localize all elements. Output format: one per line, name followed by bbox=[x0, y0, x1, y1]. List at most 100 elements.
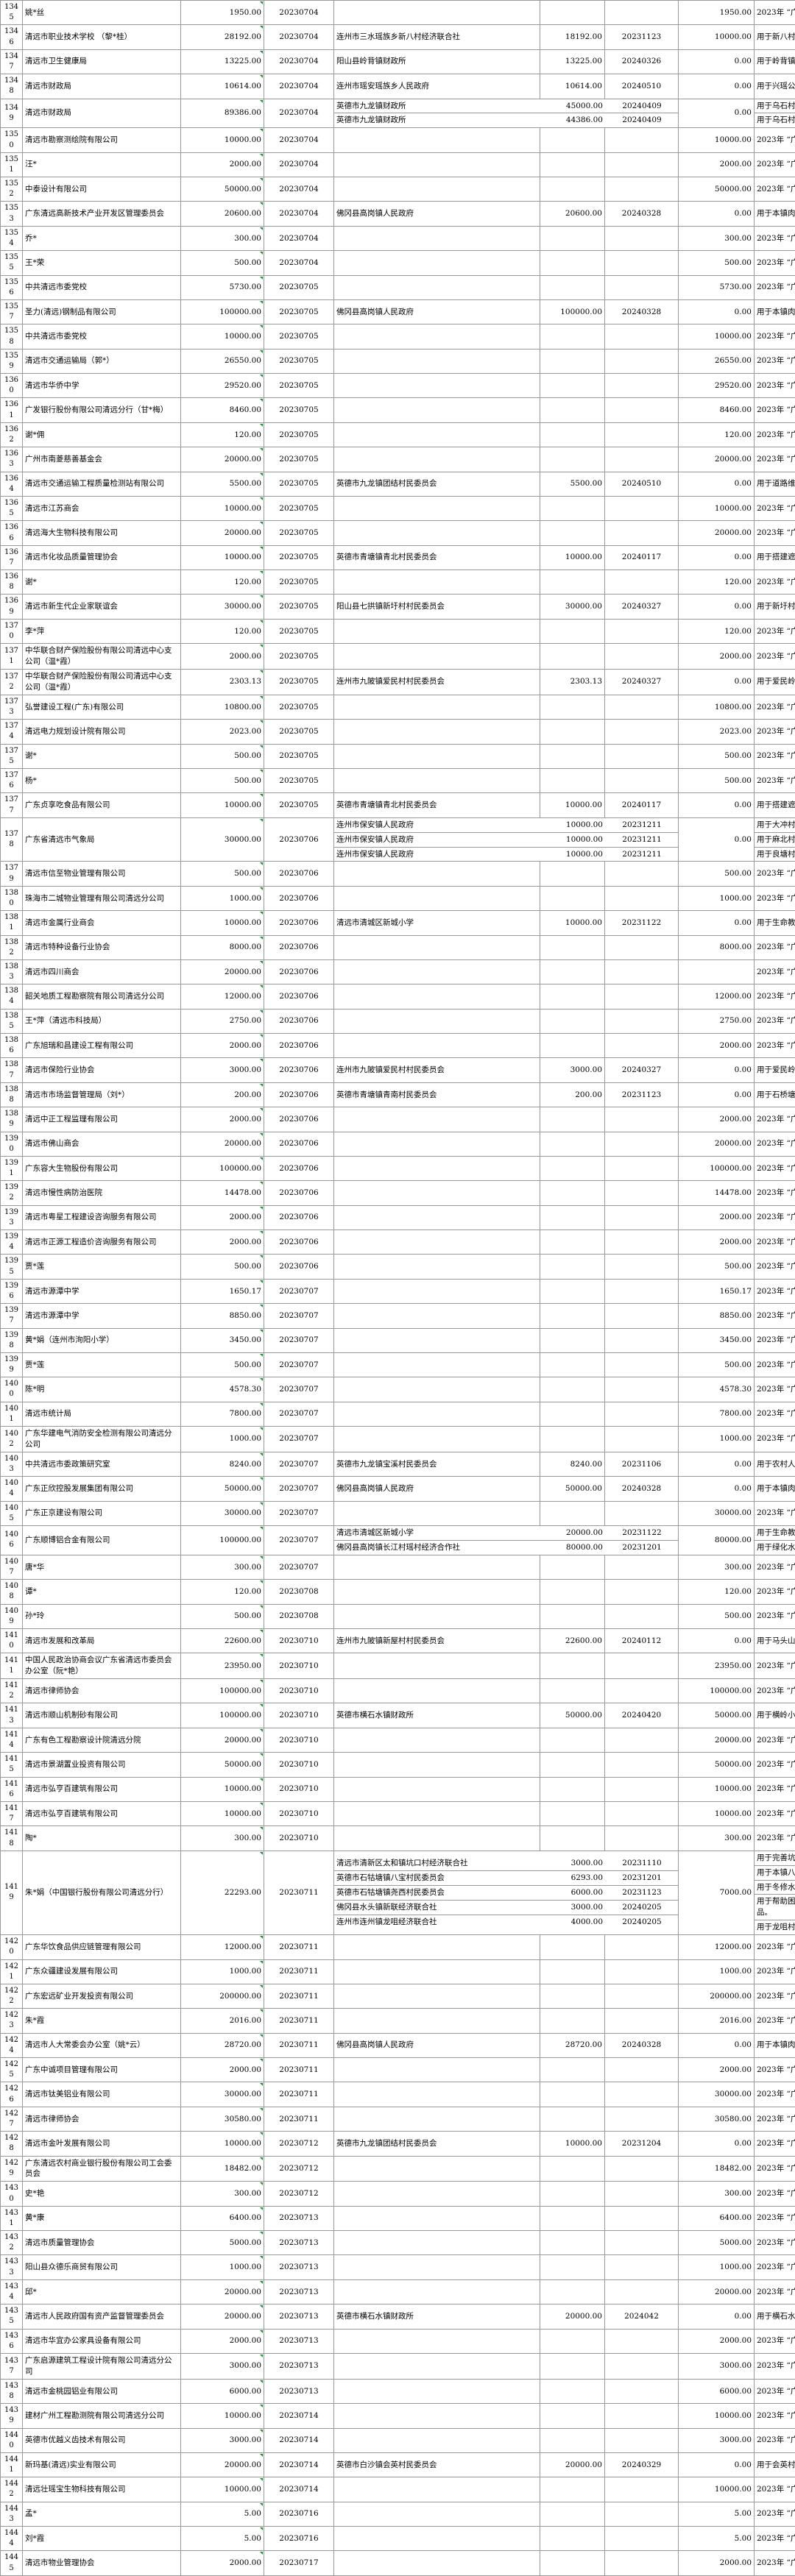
table-row[interactable]: 1406广东顺博铝合金有限公司100000.0020230707清远市清城区新城… bbox=[1, 1525, 795, 1555]
table-row[interactable]: 1382清远市特种设备行业协会8000.00202307068000.00202… bbox=[1, 935, 795, 959]
table-row[interactable]: 1388清远市市场监督管理局（刘*）200.0020230706英德市青塘镇青南… bbox=[1, 1082, 795, 1107]
table-row[interactable]: 1440英德市优越义齿技术有限公司3000.00202307143000.002… bbox=[1, 2428, 795, 2452]
table-row[interactable]: 1396清远市源潭中学1650.17202307071650.172023年 “… bbox=[1, 1279, 795, 1303]
table-row[interactable]: 1377广东贞享吃食品有限公司10000.0020230705英德市青塘镇青北村… bbox=[1, 793, 795, 817]
table-row[interactable]: 1386广东旭瑞和昌建设工程有限公司2000.00202307062000.00… bbox=[1, 1034, 795, 1058]
table-row[interactable]: 1443孟*5.00202307165.002023年 “广东扶贫济困日” 捐款 bbox=[1, 2502, 795, 2526]
table-row[interactable]: 1393清远市粤星工程建设咨询服务有限公司2000.00202307062000… bbox=[1, 1205, 795, 1230]
table-row[interactable]: 1435清远市人民政府国有资产监督管理委员会20000.0020230713英德… bbox=[1, 2304, 795, 2329]
table-row[interactable]: 1392清远市慢性病防治医院14478.002023070614478.0020… bbox=[1, 1181, 795, 1205]
table-row[interactable]: 1395贾*莲500.0020230706500.002023年 “广东扶贫济困… bbox=[1, 1255, 795, 1279]
table-row[interactable]: 1370李*萍120.0020230705120.002023年 “广东扶贫济困… bbox=[1, 619, 795, 643]
table-row[interactable]: 1383清远市四川商会20000.00202307062023年 “广东扶贫济困… bbox=[1, 959, 795, 984]
table-row[interactable]: 1415清远市景湖置业投资有限公司50000.002023071050000.0… bbox=[1, 1753, 795, 1777]
allocation-row[interactable]: 清远市清城区新城小学20000.0020231122 bbox=[334, 1526, 679, 1540]
table-row[interactable]: 1345姚*丝1950.00202307041950.002023年 “广东扶贫… bbox=[1, 1, 795, 25]
table-row[interactable]: 1401清远市统计局7800.00202307077800.002023年 “广… bbox=[1, 1402, 795, 1426]
table-row[interactable]: 1362谢*佣120.0020230705120.002023年 “广东扶贫济困… bbox=[1, 422, 795, 447]
table-row[interactable]: 1424清远市人大常委会办公室（姚*云）28720.0020230711佛冈县高… bbox=[1, 2033, 795, 2057]
table-row[interactable]: 1419朱*娟（中国银行股份有限公司清远分行）22293.0020230711清… bbox=[1, 1851, 795, 1934]
table-row[interactable]: 1444刘*霞5.00202307165.002023年 “广东扶贫济困日” 捐… bbox=[1, 2527, 795, 2551]
table-row[interactable]: 1348清远市财政局10614.0020230704连州市瑶安瑶族乡人民政府10… bbox=[1, 74, 795, 99]
table-row[interactable]: 1378广东省清远市气象局30000.0020230706连州市保安镇人民政府1… bbox=[1, 817, 795, 862]
allocation-row[interactable]: 佛冈县高岗镇长江村瑶村经济合作社80000.0020231201 bbox=[334, 1540, 679, 1554]
table-row[interactable]: 1380珠海市二城物业管理有限公司清远分公司1000.0020230706100… bbox=[1, 886, 795, 910]
table-row[interactable]: 1391广东容大生物股份有限公司100000.0020230706100000.… bbox=[1, 1156, 795, 1180]
table-row[interactable]: 1437广东启源建筑工程设计院有限公司清远分公司3000.00202307133… bbox=[1, 2353, 795, 2379]
allocation-row[interactable]: 英德市九龙镇财政所45000.0020240409 bbox=[334, 99, 679, 113]
table-row[interactable]: 1442清远壮瑶宝生物科技有限公司10000.002023071410000.0… bbox=[1, 2477, 795, 2502]
table-row[interactable]: 1390清远市佛山商会20000.002023070620000.002023年… bbox=[1, 1132, 795, 1156]
table-row[interactable]: 1387清远市保险行业协会3000.0020230706连州市九陂镇爱民村村民委… bbox=[1, 1058, 795, 1082]
table-row[interactable]: 1421广东众疆建设发展有限公司1000.00202307111000.0020… bbox=[1, 1959, 795, 1984]
table-row[interactable]: 1420广东华饮食品供应链管理有限公司12000.002023071112000… bbox=[1, 1935, 795, 1959]
table-row[interactable]: 1346清远市职业技术学校 （黎*桂）28192.0020230704连州市三水… bbox=[1, 25, 795, 49]
table-row[interactable]: 1410清远市发展和改革局22600.0020230710连州市九陂镇新屋村村民… bbox=[1, 1628, 795, 1653]
table-row[interactable]: 1379清远市信至物业管理有限公司500.0020230706500.00202… bbox=[1, 862, 795, 886]
table-row[interactable]: 1367清远市化妆品质量管理协会10000.0020230705英德市青塘镇青北… bbox=[1, 545, 795, 570]
table-row[interactable]: 1428清远市金叶发展有限公司10000.0020230712英德市九龙镇团结村… bbox=[1, 2132, 795, 2156]
table-row[interactable]: 1350清远市勘察测绘院有限公司10000.002023070410000.00… bbox=[1, 128, 795, 152]
allocation-row[interactable]: 英德市石牯塘镇八宝村民委员会6293.0020231201 bbox=[334, 1871, 679, 1886]
table-row[interactable]: 1356中共清远市委党校5730.00202307055730.002023年 … bbox=[1, 275, 795, 299]
allocation-row[interactable]: 清远市清新区太和镇坑口村经济联合社3000.0020231110 bbox=[334, 1856, 679, 1870]
table-row[interactable]: 1374清远电力规划设计院有限公司2023.00202307052023.002… bbox=[1, 720, 795, 744]
table-row[interactable]: 1365清远市江苏商会10000.002023070510000.002023年… bbox=[1, 496, 795, 520]
table-row[interactable]: 1385王*萍（清远市科技局）2750.00202307062750.00202… bbox=[1, 1009, 795, 1033]
table-row[interactable]: 1351汪*2000.00202307042000.002023年 “广东扶贫济… bbox=[1, 152, 795, 177]
table-row[interactable]: 1369清远市新生代企业家联谊会30000.0020230705阳山县七拱镇新圩… bbox=[1, 595, 795, 619]
table-row[interactable]: 1349清远市财政局89386.0020230704英德市九龙镇财政所45000… bbox=[1, 99, 795, 128]
table-row[interactable]: 1404广东正欣控股发展集团有限公司50000.0020230707佛冈县高岗镇… bbox=[1, 1477, 795, 1501]
table-row[interactable]: 1418陶*300.0020230710300.002023年 “广东扶贫济困日… bbox=[1, 1826, 795, 1851]
table-row[interactable]: 1384韶关地质工程勘察院有限公司清远分公司12000.002023070612… bbox=[1, 984, 795, 1009]
table-row[interactable]: 1366清远海大生物科技有限公司20000.002023070520000.00… bbox=[1, 521, 795, 545]
table-row[interactable]: 1381清远市金属行业商会10000.0020230706清远市清城区新城小学1… bbox=[1, 911, 795, 935]
table-row[interactable]: 1416清远市弘亨百建筑有限公司10000.002023071010000.00… bbox=[1, 1777, 795, 1801]
table-row[interactable]: 1355王*荣500.0020230704500.002023年 “广东扶贫济困… bbox=[1, 251, 795, 275]
table-row[interactable]: 1422广东宏远矿业开发投资有限公司200000.002023071120000… bbox=[1, 1984, 795, 2008]
table-row[interactable]: 1361广发银行股份有限公司清远分行（甘*梅）8460.002023070584… bbox=[1, 398, 795, 422]
table-row[interactable]: 1375谢*500.0020230705500.002023年 “广东扶贫济困日… bbox=[1, 744, 795, 768]
table-row[interactable]: 1368谢*120.0020230705120.002023年 “广东扶贫济困日… bbox=[1, 570, 795, 595]
table-row[interactable]: 1352中泰设计有限公司50000.002023070450000.002023… bbox=[1, 177, 795, 202]
allocation-row[interactable]: 连州市保安镇人民政府10000.0020231211 bbox=[334, 832, 679, 847]
table-row[interactable]: 1363广州市南菱慈善基金会20000.002023070520000.0020… bbox=[1, 447, 795, 472]
allocation-row[interactable]: 连州市保安镇人民政府10000.0020231211 bbox=[334, 818, 679, 832]
allocation-row[interactable]: 连州市保安镇人民政府10000.0020231211 bbox=[334, 847, 679, 861]
table-row[interactable]: 1427清远市律师协会30580.002023071130580.002023年… bbox=[1, 2107, 795, 2131]
table-row[interactable]: 1417清远市弘亨百建筑有限公司10000.002023071010000.00… bbox=[1, 1801, 795, 1825]
table-row[interactable]: 1376杨*500.0020230705500.002023年 “广东扶贫济困日… bbox=[1, 768, 795, 792]
allocation-row[interactable]: 英德市九龙镇财政所44386.0020240409 bbox=[334, 113, 679, 127]
table-row[interactable]: 1347清远市卫生健康局13225.0020230704阳山县岭背镇财政所132… bbox=[1, 49, 795, 74]
table-row[interactable]: 1402广东华建电气消防安全检测有限公司清远分公司1000.0020230707… bbox=[1, 1427, 795, 1452]
allocation-row[interactable]: 英德市石牯塘镇尧西村民委员会6000.0020231123 bbox=[334, 1885, 679, 1900]
table-row[interactable]: 1429广东清远农村商业银行股份有限公司工会委员会18482.002023071… bbox=[1, 2156, 795, 2182]
table-row[interactable]: 1397清远市源潭中学8850.00202307078850.002023年 “… bbox=[1, 1304, 795, 1328]
table-row[interactable]: 1373弘誉建设工程(广东)有限公司10800.002023070510800.… bbox=[1, 695, 795, 719]
table-row[interactable]: 1409孙*玲500.0020230708500.002023年 “广东扶贫济困… bbox=[1, 1604, 795, 1628]
table-row[interactable]: 1398黄*娟（连州市洵阳小学）3450.00202307073450.0020… bbox=[1, 1328, 795, 1352]
table-row[interactable]: 1431黄*康6400.00202307136400.002023年 “广东扶贫… bbox=[1, 2206, 795, 2230]
table-row[interactable]: 1434邱*20000.002023071320000.002023年 “广东扶… bbox=[1, 2279, 795, 2304]
table-row[interactable]: 1372中华联合财产保险股份有限公司清远中心支公司（温*霞）2303.13202… bbox=[1, 670, 795, 695]
table-row[interactable]: 1436清远市华宜办公家具设备有限公司2000.00202307132000.0… bbox=[1, 2329, 795, 2353]
table-row[interactable]: 1439建材广州工程勘测院有限公司清远分公司10000.002023071410… bbox=[1, 2404, 795, 2428]
allocation-row[interactable]: 佛冈县水头镇新联经济联合社3000.0020240205 bbox=[334, 1900, 679, 1915]
table-row[interactable]: 1438清远市金桃园铝业有限公司6000.00202307136000.0020… bbox=[1, 2379, 795, 2403]
table-row[interactable]: 1357圣力(清远)钢制品有限公司100000.0020230705佛冈县高岗镇… bbox=[1, 299, 795, 324]
table-row[interactable]: 1441新玛基(清远)实业有限公司20000.0020230714英德市白沙镇会… bbox=[1, 2452, 795, 2477]
table-row[interactable]: 1414广东有色工程勘察设计院清远分院20000.002023071020000… bbox=[1, 1728, 795, 1752]
allocation-row[interactable]: 连州市连州镇龙咀经济联合社4000.0020240205 bbox=[334, 1915, 679, 1929]
table-row[interactable]: 1403中共清远市委政策研究室8240.0020230707英德市九龙镇宝溪村民… bbox=[1, 1452, 795, 1476]
table-row[interactable]: 1400陈*明4578.30202307074578.302023年 “广东扶贫… bbox=[1, 1377, 795, 1402]
table-row[interactable]: 1405广东正京建设有限公司30000.002023070730000.0020… bbox=[1, 1501, 795, 1525]
table-row[interactable]: 1360清远市华侨中学29520.002023070529520.002023年… bbox=[1, 374, 795, 398]
table-row[interactable]: 1426清远市钛美铝业有限公司30000.002023071130000.002… bbox=[1, 2082, 795, 2107]
table-row[interactable]: 1408谭*120.0020230708120.002023年 “广东扶贫济困日… bbox=[1, 1580, 795, 1604]
table-row[interactable]: 1430史*艳300.0020230712300.002023年 “广东扶贫济困… bbox=[1, 2182, 795, 2206]
table-row[interactable]: 1425广东中诚项目管理有限公司2000.00202307112000.0020… bbox=[1, 2058, 795, 2082]
table-row[interactable]: 1411中国人民政治协商会议广东省清远市委员会办公室（阮*艳）23950.002… bbox=[1, 1653, 795, 1679]
table-row[interactable]: 1413清远市顺山机制砂有限公司100000.0020230710英德市横石水镇… bbox=[1, 1703, 795, 1728]
table-row[interactable]: 1371中华联合财产保险股份有限公司清远中心支公司（温*霞）2000.00202… bbox=[1, 644, 795, 670]
table-row[interactable]: 1407唐*华300.0020230707300.002023年 “广东扶贫济困… bbox=[1, 1555, 795, 1579]
